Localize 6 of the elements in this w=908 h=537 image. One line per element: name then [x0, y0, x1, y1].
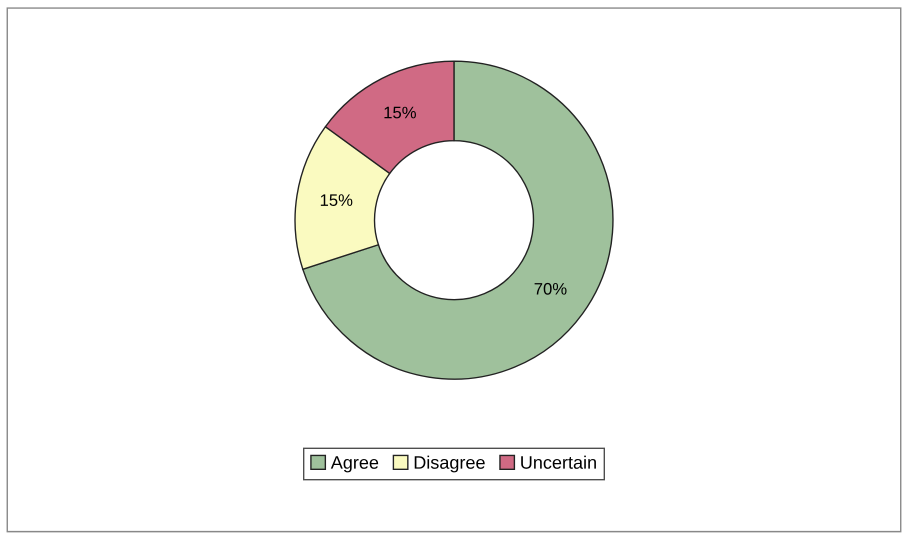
data-label: 15%	[384, 106, 416, 118]
legend-label: Agree	[330, 456, 378, 472]
data-label: 70%	[534, 282, 567, 295]
legend-label: Disagree	[414, 456, 485, 472]
data-label: 15%	[320, 194, 352, 206]
legend-label: Uncertain	[521, 456, 596, 469]
